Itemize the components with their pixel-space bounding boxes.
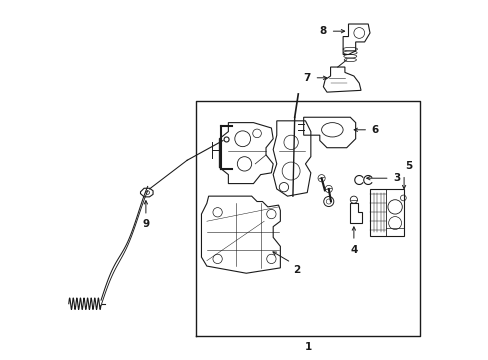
Text: 9: 9 — [142, 220, 149, 229]
Text: 8: 8 — [319, 26, 326, 36]
Text: 4: 4 — [349, 244, 357, 255]
Text: 5: 5 — [404, 161, 411, 171]
Text: 7: 7 — [303, 73, 310, 83]
Text: 3: 3 — [392, 173, 400, 183]
Text: 1: 1 — [304, 342, 311, 352]
Text: 6: 6 — [371, 125, 378, 135]
Text: 2: 2 — [292, 265, 300, 275]
